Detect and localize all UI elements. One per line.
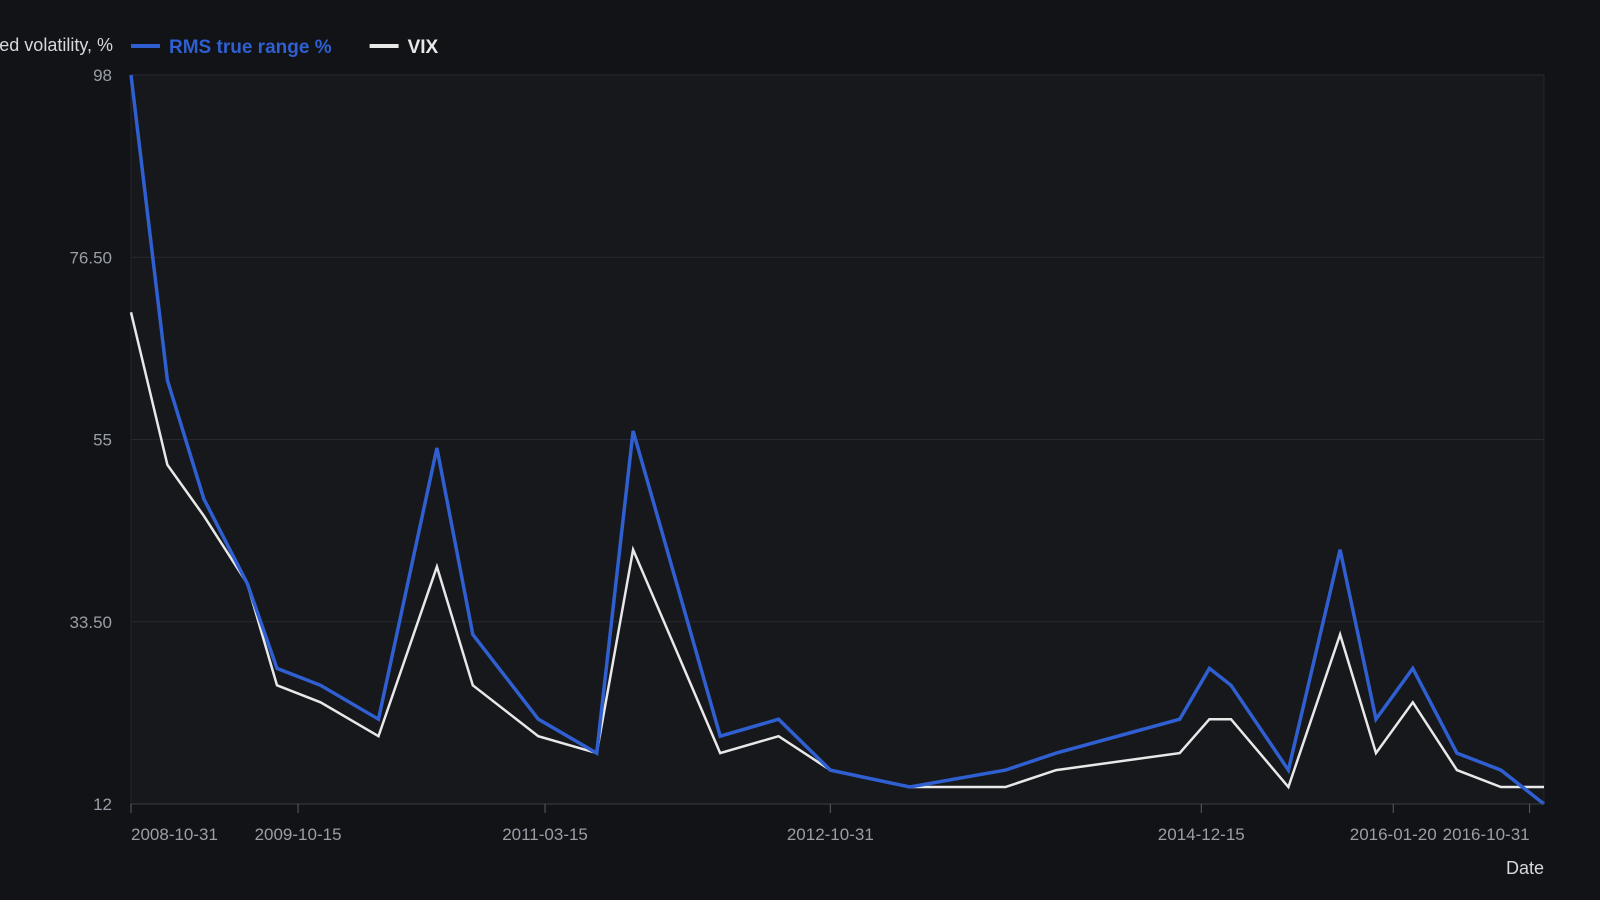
y-tick-label: 55 — [93, 431, 112, 450]
legend: RMS true range % VIX — [131, 37, 439, 58]
x-tick-label: 2012-10-31 — [787, 825, 874, 844]
series-line-rms-true-range — [129, 74, 1546, 806]
x-axis: 2008-10-31 2009-10-15 2011-03-15 2012-10-31… — [130, 803, 1544, 844]
y-tick-label: 76.50 — [69, 248, 112, 267]
series-layer — [129, 74, 1546, 806]
x-tick-label: 2014-12-15 — [1158, 825, 1245, 844]
legend-label: RMS true range % — [169, 37, 332, 58]
y-axis-label: Annualized volatility, % — [0, 35, 113, 55]
y-tick-label: 33.50 — [69, 613, 112, 632]
legend-label: VIX — [408, 37, 439, 58]
x-tick-label: 2016-01-20 — [1350, 825, 1437, 844]
y-tick-label: 98 — [93, 66, 112, 85]
y-tick-label: 12 — [93, 795, 112, 814]
x-axis-label: Date — [1506, 858, 1544, 878]
x-tick-label: 2016-10-31 — [1443, 825, 1530, 844]
series-line-vix — [129, 312, 1544, 790]
x-tick-label: 2008-10-31 — [131, 825, 218, 844]
x-tick-label: 2011-03-15 — [502, 825, 588, 844]
y-axis: 98 76.50 55 33.50 12 — [69, 66, 112, 814]
x-tick-label: 2009-10-15 — [255, 825, 342, 844]
